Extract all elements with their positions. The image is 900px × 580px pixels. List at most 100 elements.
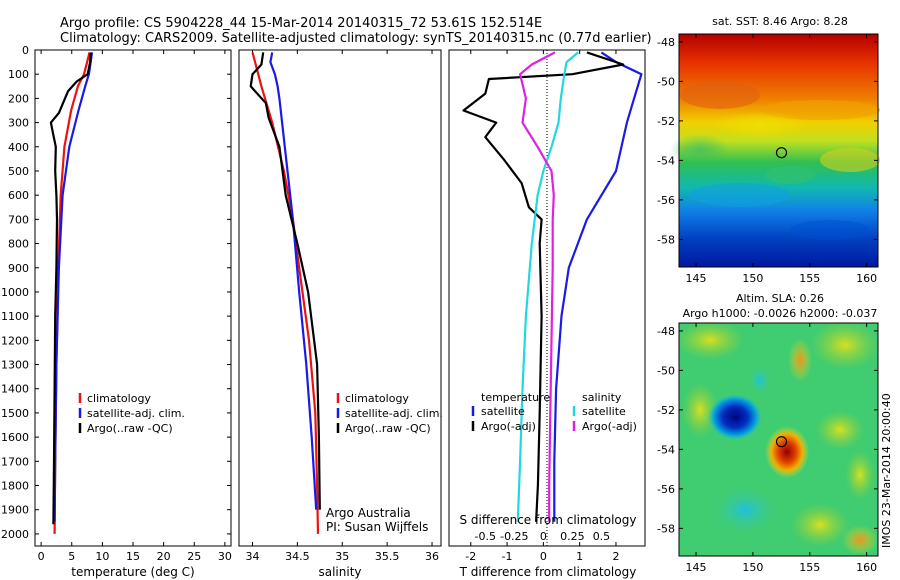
series-line-2 <box>516 51 579 522</box>
map-x-tick-label: 145 <box>686 561 707 574</box>
depth-tick-label: 600 <box>8 189 29 202</box>
x-tick-label: 30 <box>218 550 232 563</box>
map-y-tick-label: -54 <box>657 443 675 456</box>
legend-label: Argo(-adj) <box>582 420 637 433</box>
map-y-tick-label: -50 <box>657 364 675 377</box>
difference-legend: temperature salinitysatelliteArgo(-adj)sa… <box>471 391 637 433</box>
depth-tick-label: 1700 <box>1 455 29 468</box>
x-tick-label: 34.5 <box>285 550 310 563</box>
salinity-series <box>249 52 321 534</box>
series-line-0 <box>553 51 643 522</box>
sla-map-frame <box>678 322 879 557</box>
x-tick-label: 15 <box>126 550 140 563</box>
series-line-2 <box>249 52 321 510</box>
depth-tick-label: 1000 <box>1 286 29 299</box>
temperature-x-axis: 0 5 10 15 20 25 30 <box>38 50 232 563</box>
x-tick-label: 5 <box>68 550 75 563</box>
sla-map-subtitle: Argo h1000: -0.0026 h2000: -0.037 <box>683 307 878 320</box>
imos-timestamp: IMOS 23-Mar-2014 20:00:40 <box>880 393 893 548</box>
map-x-tick-label: 155 <box>799 272 820 285</box>
temperature-series <box>49 52 94 534</box>
legend-header-salinity: salinity <box>582 391 622 404</box>
legend-label: climatology <box>345 392 409 405</box>
map-x-tick-label: 150 <box>742 272 763 285</box>
x-tick-label: 36 <box>425 550 439 563</box>
x-tick-label: 35.5 <box>375 550 400 563</box>
depth-tick-label: 1800 <box>1 480 29 493</box>
sla-map-panel: Altim. SLA: 0.26 Argo h1000: -0.0026 h20… <box>657 292 893 574</box>
legend-header-temperature: temperature <box>481 391 550 404</box>
map-y-tick-label: -58 <box>657 233 675 246</box>
depth-tick-label: 800 <box>8 238 29 251</box>
s-tick-label: -0.5 <box>475 530 496 543</box>
depth-tick-label: 1600 <box>1 431 29 444</box>
s-tick-label: 0 <box>540 530 547 543</box>
figure-title-line1: Argo profile: CS 5904228_44 15-Mar-2014 … <box>60 16 542 31</box>
depth-tick-label: 1300 <box>1 359 29 372</box>
legend-label: Argo(..raw -QC) <box>345 422 431 435</box>
map-y-tick-label: -52 <box>657 115 675 128</box>
map-y-tick-label: -50 <box>657 75 675 88</box>
sla-profile-marker <box>775 436 788 448</box>
s-tick-label: -0.25 <box>500 530 528 543</box>
map-y-tick-label: -48 <box>657 325 675 338</box>
map-y-tick-label: -58 <box>657 522 675 535</box>
x-tick-label: 0 <box>540 550 547 563</box>
map-y-tick-label: -48 <box>657 36 675 49</box>
sla-map-title: Altim. SLA: 0.26 <box>736 292 824 305</box>
temperature-xlabel: temperature (deg C) <box>71 565 194 579</box>
depth-tick-label: 1200 <box>1 334 29 347</box>
depth-axis: 0 100 200 300 400 500 600 700 800 900 1000 1100 1200… <box>1 44 231 541</box>
salinity-xlabel: salinity <box>318 565 361 579</box>
depth-tick-label: 2000 <box>1 528 29 541</box>
depth-tick-label: 1500 <box>1 407 29 420</box>
depth-tick-label: 200 <box>8 92 29 105</box>
legend-label: Argo(-adj) <box>481 420 536 433</box>
map-y-tick-label: -54 <box>657 154 675 167</box>
difference-panel: -2 -1 0 1 2 temperature salinitysatelliteArgo… <box>448 49 646 579</box>
series-line-3 <box>518 51 556 522</box>
sst-map-frame <box>678 33 879 268</box>
difference-x-axis: -2 -1 0 1 2 <box>465 50 619 563</box>
x-tick-label: 1 <box>576 550 583 563</box>
temperature-panel: 0100200300400500600700800900100011001200… <box>1 44 232 579</box>
salinity-legend: climatology satellite-adj. clim. Argo(..ra… <box>336 392 443 435</box>
map-y-tick-label: -56 <box>657 194 675 207</box>
sst-map-axes: 145 150 155 160 -48 -50 -52 -54 -56 -58 <box>657 34 878 285</box>
x-tick-label: -2 <box>465 550 476 563</box>
x-tick-label: -1 <box>502 550 513 563</box>
s-tick-label: 0.5 <box>593 530 611 543</box>
pi-label: PI: Susan Wijffels <box>326 520 428 534</box>
temperature-plot-frame <box>34 49 232 547</box>
map-x-tick-label: 145 <box>686 272 707 285</box>
map-x-tick-label: 160 <box>856 272 877 285</box>
sst-map-title: sat. SST: 8.46 Argo: 8.28 <box>712 15 848 28</box>
x-tick-label: 0 <box>38 550 45 563</box>
temperature-legend: climatology satellite-adj. clim. Argo(..ra… <box>78 392 185 435</box>
depth-tick-label: 400 <box>8 141 29 154</box>
t-difference-label: T difference from climatology <box>459 565 637 579</box>
sla-map-axes: 145 150 155 160 -48 -50 -52 -54 -56 -58 <box>657 323 878 574</box>
depth-tick-label: 300 <box>8 117 29 130</box>
difference-plot-frame <box>448 49 646 547</box>
series-line-1 <box>462 51 625 522</box>
depth-tick-label: 900 <box>8 262 29 275</box>
series-line-2 <box>49 52 92 525</box>
difference-series <box>462 51 643 522</box>
legend-label: satellite <box>582 405 626 418</box>
legend-label: satellite <box>481 405 525 418</box>
salinity-plot-frame <box>238 49 442 547</box>
depth-tick-label: 700 <box>8 213 29 226</box>
sst-map-image <box>670 34 880 267</box>
map-x-tick-label: 160 <box>856 561 877 574</box>
figure-title-line2: Climatology: CARS2009. Satellite-adjuste… <box>60 31 652 46</box>
sla-map-image <box>675 320 880 556</box>
map-y-tick-label: -52 <box>657 404 675 417</box>
legend-label: climatology <box>87 392 151 405</box>
salinity-difference-ticks: -0.5 -0.25 0 0.25 0.5 <box>475 530 611 543</box>
sst-map-panel: sat. SST: 8.46 Argo: 8.28 145 150 155 160 -4… <box>657 15 880 285</box>
x-tick-label: 35 <box>335 550 349 563</box>
legend-label: satellite-adj. clim. <box>87 407 185 420</box>
x-tick-label: 34 <box>245 550 259 563</box>
